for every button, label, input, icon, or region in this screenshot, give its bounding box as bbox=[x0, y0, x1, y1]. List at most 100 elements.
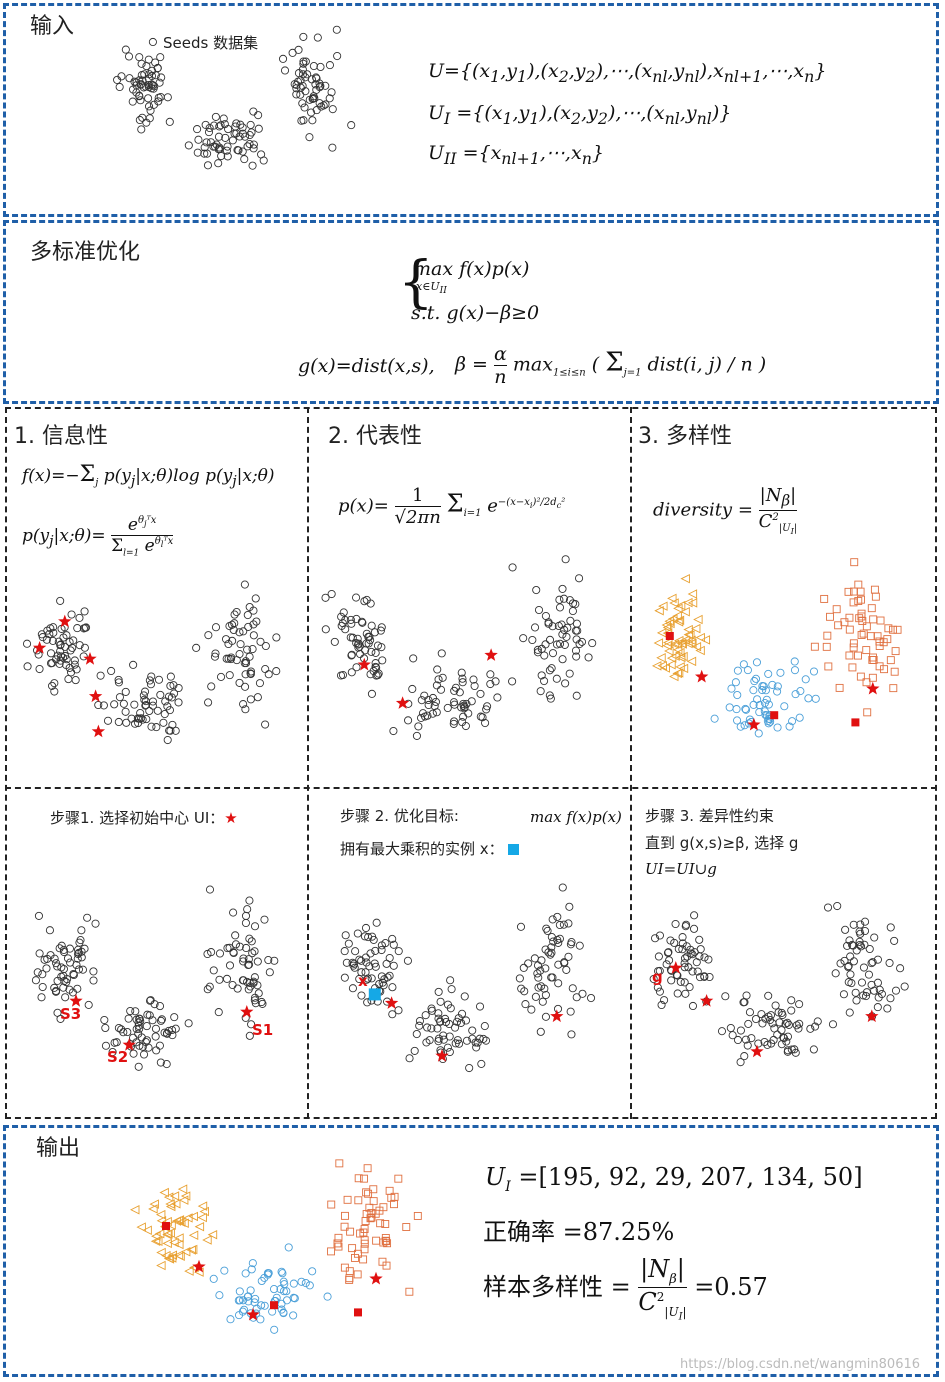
data-point bbox=[214, 132, 223, 141]
data-point bbox=[328, 143, 337, 152]
data-point bbox=[169, 1191, 180, 1201]
data-point bbox=[31, 976, 40, 985]
data-point bbox=[248, 1259, 257, 1268]
scatter-step3 bbox=[649, 901, 909, 1067]
data-point bbox=[801, 675, 810, 684]
data-point bbox=[289, 1279, 298, 1288]
data-point bbox=[209, 966, 218, 975]
data-point bbox=[866, 632, 875, 641]
data-point bbox=[521, 1000, 530, 1009]
center-star-icon bbox=[192, 1259, 206, 1273]
data-point bbox=[361, 968, 370, 977]
data-point bbox=[695, 973, 705, 982]
data-point bbox=[665, 618, 675, 629]
data-point bbox=[279, 1287, 288, 1296]
data-point bbox=[849, 957, 858, 966]
data-point bbox=[245, 978, 254, 987]
data-point bbox=[479, 1034, 488, 1043]
data-point bbox=[361, 1217, 370, 1225]
data-point bbox=[43, 954, 52, 963]
data-point bbox=[223, 944, 232, 953]
data-point bbox=[856, 587, 865, 596]
data-point bbox=[249, 144, 258, 153]
data-point bbox=[834, 621, 843, 630]
data-point bbox=[352, 663, 361, 672]
data-point bbox=[163, 1192, 174, 1202]
data-point bbox=[270, 1325, 279, 1334]
data-point bbox=[137, 59, 146, 68]
data-point bbox=[228, 636, 237, 645]
data-point bbox=[204, 128, 214, 137]
data-point bbox=[217, 151, 226, 161]
data-point bbox=[545, 635, 555, 644]
data-point bbox=[245, 1031, 254, 1040]
data-point bbox=[117, 1025, 126, 1034]
data-point bbox=[159, 718, 168, 727]
data-point bbox=[826, 612, 834, 621]
data-point bbox=[555, 595, 564, 604]
data-point bbox=[891, 647, 900, 656]
center-star-icon bbox=[747, 717, 761, 731]
data-point bbox=[264, 670, 273, 679]
data-point bbox=[731, 678, 740, 687]
eq-max-sub: x∈UII bbox=[416, 280, 447, 297]
data-point bbox=[124, 1014, 133, 1023]
data-point bbox=[240, 580, 249, 589]
data-point bbox=[153, 706, 162, 715]
data-point bbox=[57, 972, 66, 981]
data-point bbox=[222, 654, 231, 663]
data-point bbox=[138, 715, 147, 724]
data-point bbox=[473, 1038, 482, 1047]
data-point bbox=[841, 925, 850, 934]
data-point bbox=[871, 592, 880, 601]
data-point bbox=[231, 940, 241, 949]
data-point bbox=[867, 959, 876, 968]
data-point bbox=[327, 1247, 336, 1256]
data-point bbox=[836, 959, 845, 968]
data-point bbox=[577, 637, 587, 646]
data-point bbox=[155, 78, 164, 87]
data-point bbox=[371, 662, 380, 671]
data-point bbox=[741, 1035, 750, 1044]
data-point bbox=[140, 695, 149, 704]
multi-panel bbox=[3, 220, 939, 404]
data-point bbox=[482, 705, 491, 714]
data-point bbox=[704, 955, 713, 964]
data-point bbox=[225, 622, 234, 631]
data-point bbox=[321, 100, 330, 109]
data-point bbox=[549, 937, 558, 946]
data-point bbox=[795, 713, 804, 722]
data-point bbox=[214, 1008, 223, 1017]
data-point bbox=[233, 984, 242, 993]
data-point bbox=[876, 616, 885, 625]
data-point bbox=[850, 558, 859, 567]
data-point bbox=[121, 707, 130, 716]
data-point bbox=[584, 653, 593, 662]
criterion-diversity: 3. 多样性 bbox=[638, 424, 732, 449]
data-point bbox=[259, 156, 268, 165]
data-point bbox=[89, 976, 98, 985]
data-point bbox=[451, 1039, 460, 1048]
label-s1: S1 bbox=[252, 1021, 274, 1039]
data-point bbox=[883, 1004, 892, 1013]
data-point bbox=[377, 941, 386, 950]
data-point bbox=[660, 663, 670, 673]
data-point bbox=[588, 639, 597, 648]
data-point bbox=[414, 722, 423, 731]
data-point bbox=[164, 1254, 175, 1264]
data-point bbox=[193, 125, 202, 134]
data-point bbox=[219, 114, 228, 123]
data-point bbox=[890, 936, 899, 945]
data-point bbox=[367, 647, 376, 656]
data-point bbox=[541, 1012, 550, 1021]
data-point bbox=[481, 1036, 491, 1045]
data-point bbox=[527, 1005, 536, 1014]
data-point bbox=[269, 1285, 279, 1294]
data-point bbox=[151, 1032, 160, 1041]
data-point bbox=[270, 956, 279, 965]
data-point bbox=[768, 680, 777, 689]
data-point bbox=[357, 617, 366, 626]
criteria-grid bbox=[5, 407, 937, 1119]
data-point bbox=[351, 1253, 359, 1262]
data-point bbox=[272, 633, 281, 642]
